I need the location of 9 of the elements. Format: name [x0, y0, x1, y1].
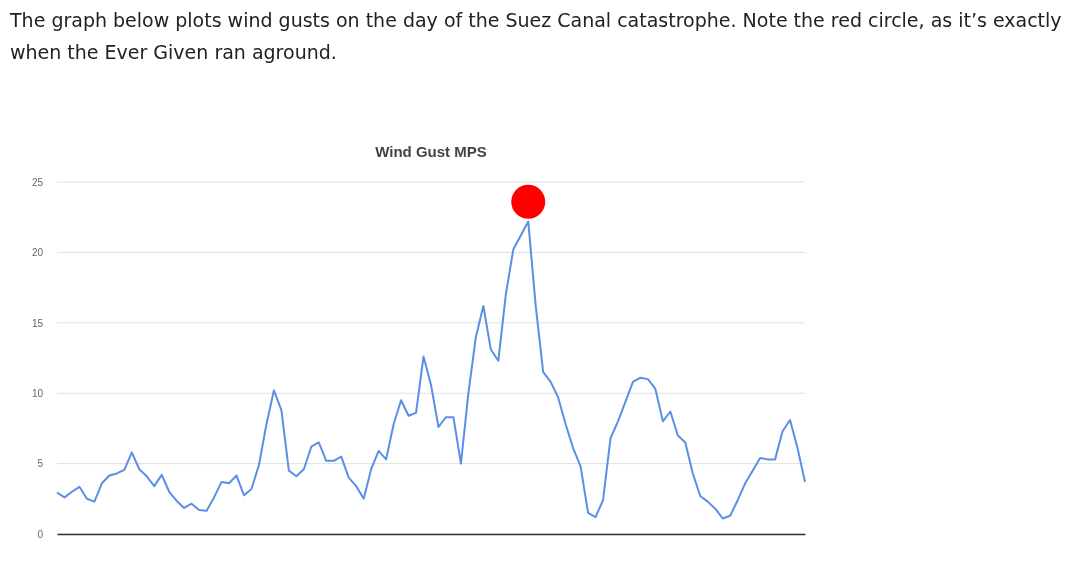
y-tick-label: 25: [31, 176, 44, 188]
line-series: [56, 220, 806, 520]
y-tick-label: 15: [31, 317, 44, 329]
y-tick-label: 5: [37, 458, 44, 470]
chart-title: Wind Gust MPS: [375, 143, 487, 160]
y-tick-label: 0: [37, 528, 44, 540]
y-tick-label: 20: [31, 247, 44, 259]
text: The graph below plots wind gusts on the day of the Suez Canal catastrophe. Note the red circle, as it’s exactly when the Ever Given ran aground.: [10, 8, 1063, 65]
y-tick-label: 10: [31, 387, 44, 399]
